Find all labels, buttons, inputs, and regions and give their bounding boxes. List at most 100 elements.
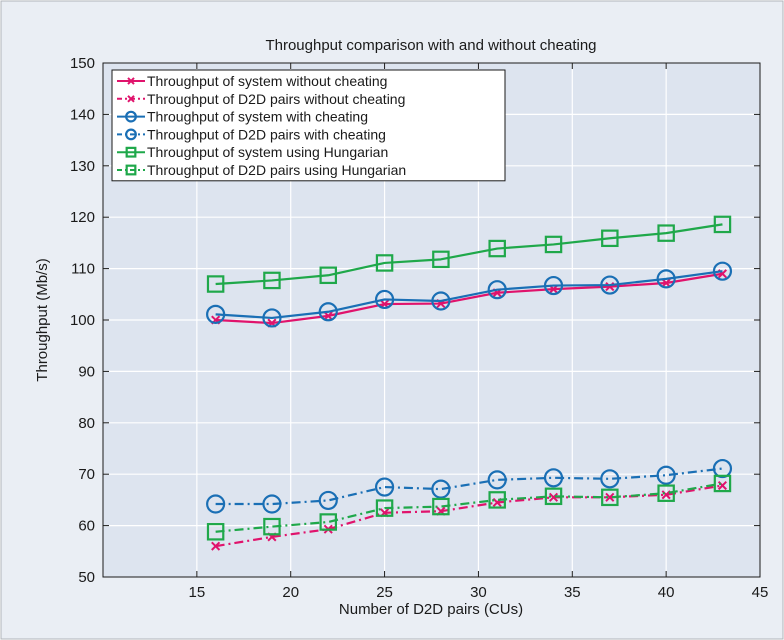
data-point [318,490,338,511]
series-line [215,482,723,533]
data-point [431,479,451,499]
x-tick-label: 20 [282,584,299,601]
marker-stroke [661,278,671,288]
x-tick-label: 30 [470,584,487,601]
legend-entry: Throughput of system without cheating [117,73,387,89]
data-point [262,308,282,328]
legend-marker [127,77,135,85]
data-point [432,497,450,516]
legend-entry: Throughput of system using Hungarian [117,144,388,160]
marker-stroke [211,541,221,551]
series-line [215,272,723,325]
data-point [432,250,450,269]
legend-entry: Throughput of system with cheating [117,109,368,125]
data-point [661,278,671,288]
legend-entry: Throughput of D2D pairs using Hungarian [117,162,406,178]
legend-label: Throughput of D2D pairs without cheating [147,91,405,107]
series-4 [206,458,733,514]
y-tick-label: 80 [78,415,95,432]
data-point [323,311,333,321]
legend-label: Throughput of system without cheating [147,73,387,89]
y-tick-label: 100 [70,312,95,329]
data-point [211,541,221,551]
legend-marker [125,164,137,176]
legend-box [111,69,506,182]
data-point [206,304,226,324]
data-point [656,269,676,289]
y-tick-label: 120 [70,209,95,226]
data-point [601,488,619,507]
data-point [656,465,676,485]
legend-marker [125,110,137,123]
marker-stroke [717,480,728,491]
data-point [487,280,507,300]
plot-border [102,62,761,578]
data-point [206,523,225,541]
legend-marker [127,95,135,103]
series-3 [206,261,733,328]
y-tick-label: 140 [70,106,95,123]
y-tick-label: 130 [70,158,95,175]
data-point [605,492,615,502]
x-tick-label: 35 [564,584,581,601]
y-axis-label: Throughput (Mb/s) [34,258,51,381]
data-point [431,291,451,311]
data-point [488,239,506,258]
data-point [657,484,675,502]
y-tick-label: 60 [78,518,95,535]
data-point [263,271,281,290]
data-point [375,254,394,272]
data-point [713,215,732,234]
series-line [215,223,723,286]
chart-title: Throughput comparison with and without c… [265,37,596,54]
y-tick-label: 50 [78,569,95,586]
legend-entry: Throughput of D2D pairs with cheating [117,126,386,142]
legend-entry: Throughput of D2D pairs without cheating [117,91,405,107]
data-point [712,458,733,479]
data-point [548,492,559,502]
x-tick-label: 45 [752,584,769,601]
data-point [544,235,563,254]
marker-stroke [127,95,135,103]
marker-stroke [548,492,559,502]
x-axis-label: Number of D2D pairs (CUs) [339,601,523,618]
marker-stroke [717,269,728,279]
y-tick-label: 90 [78,363,95,380]
data-point [600,275,620,295]
data-point [374,477,395,497]
data-point [319,266,338,285]
data-point [206,494,226,514]
data-point [601,229,619,248]
data-point [206,275,225,293]
x-tick-label: 15 [189,584,206,601]
marker-stroke [127,77,135,85]
data-point [712,261,733,281]
legend-marker [125,128,137,141]
data-point [543,468,564,488]
data-point [318,302,338,322]
legend: Throughput of system without cheating Thr… [111,69,506,182]
data-point [263,517,281,536]
data-point [262,494,282,514]
marker-stroke [323,311,333,321]
series-line [215,270,723,320]
legend-label: Throughput of system using Hungarian [147,144,388,160]
data-point [600,469,620,489]
legend-label: Throughput of D2D pairs with cheating [147,126,386,142]
x-tick-label: 25 [376,584,393,601]
data-point [374,289,395,310]
series-5 [206,215,732,293]
data-point [713,474,732,493]
x-tick-label: 40 [658,584,675,601]
y-tick-label: 110 [71,261,95,278]
series-6 [206,474,732,541]
data-point [657,224,675,242]
legend-label: Throughput of system with cheating [147,109,368,125]
data-point [488,491,506,509]
legend-label: Throughput of D2D pairs using Hungarian [147,162,406,178]
y-tick-label: 70 [78,466,95,483]
data-point [319,513,338,531]
data-point [487,470,507,490]
